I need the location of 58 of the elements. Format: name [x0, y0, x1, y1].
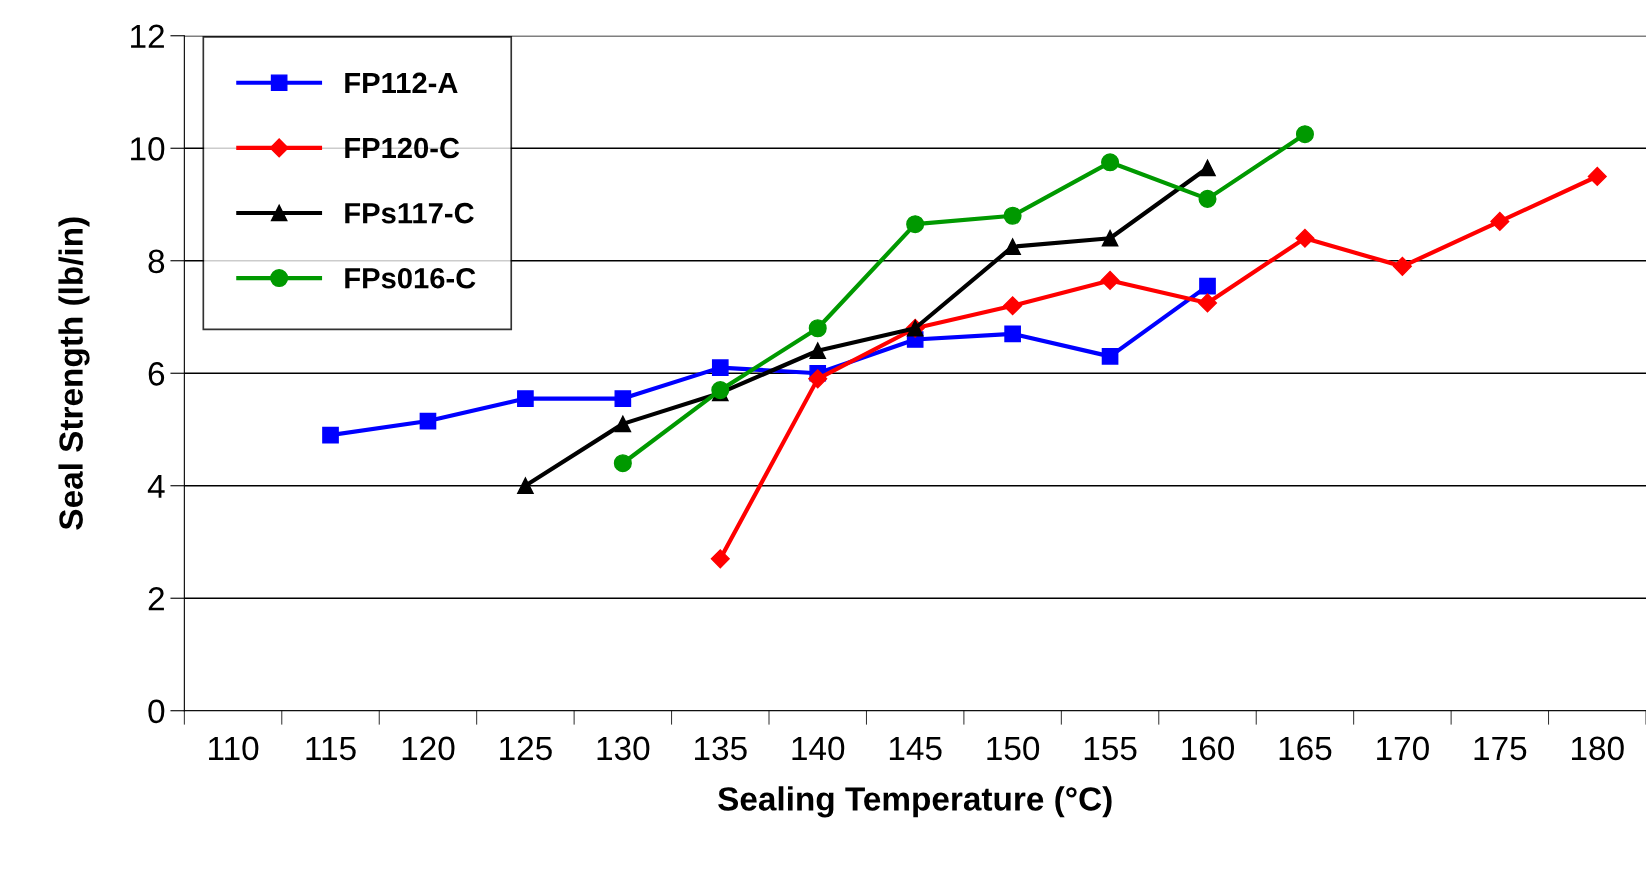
point: [613, 454, 632, 473]
legend-label: FP120-C: [345, 137, 460, 159]
x-axis-title: Sealing Temperature (°C): [718, 786, 1112, 818]
legend-label: FPs016-C: [345, 267, 476, 289]
x-tick-label: 145: [889, 736, 942, 761]
x-tick-label: 165: [1279, 736, 1332, 761]
x-tick-label: 175: [1474, 736, 1527, 761]
point: [710, 549, 730, 569]
x-tick-label: 170: [1377, 736, 1429, 761]
x-tick-label: 130: [597, 736, 650, 761]
x-tick-label: 180: [1572, 736, 1624, 761]
point: [1295, 125, 1314, 144]
point: [1003, 296, 1023, 316]
point: [614, 390, 632, 407]
point: [1490, 211, 1510, 231]
point: [808, 319, 827, 338]
legend-label: FPs117-C: [345, 202, 474, 224]
y-tick-label: 2: [148, 587, 164, 611]
point: [614, 415, 632, 433]
x-tick-label: 135: [695, 736, 747, 761]
point: [517, 477, 534, 495]
y-tick-label: 6: [148, 362, 165, 386]
x-tick-label: 140: [792, 736, 845, 761]
point: [1101, 348, 1119, 365]
point: [809, 342, 827, 360]
x-tick-label: 115: [306, 736, 356, 761]
point: [1101, 229, 1119, 247]
point: [1100, 270, 1120, 290]
y-tick-label: 0: [148, 699, 165, 724]
x-tick-label: 160: [1182, 736, 1235, 761]
point: [1197, 293, 1218, 313]
point: [711, 359, 729, 376]
x-tick-label: 150: [987, 736, 1040, 761]
y-tick-label: 10: [131, 137, 165, 161]
y-axis-title: Seal Strength (lb/in): [58, 217, 90, 530]
point: [1198, 189, 1217, 208]
point: [906, 215, 925, 234]
y-tick-label: 12: [131, 24, 164, 48]
point: [1003, 206, 1022, 225]
point: [1199, 159, 1216, 177]
point: [1392, 256, 1412, 276]
point: [322, 426, 339, 444]
point: [1101, 153, 1120, 172]
y-tick-label: 8: [148, 249, 165, 274]
point: [419, 412, 437, 430]
point: [1587, 166, 1607, 186]
x-tick-label: 110: [209, 736, 259, 761]
x-tick-label: 155: [1084, 736, 1137, 761]
point: [1004, 238, 1021, 256]
y-tick-label: 4: [147, 474, 165, 498]
legend-label: FP112-A: [345, 72, 458, 93]
point: [808, 369, 828, 389]
point: [1004, 325, 1021, 343]
x-tick-label: 120: [402, 736, 455, 761]
x-tick-label: 125: [500, 736, 552, 761]
point: [1199, 277, 1216, 295]
point: [1295, 228, 1315, 248]
point: [517, 390, 534, 407]
